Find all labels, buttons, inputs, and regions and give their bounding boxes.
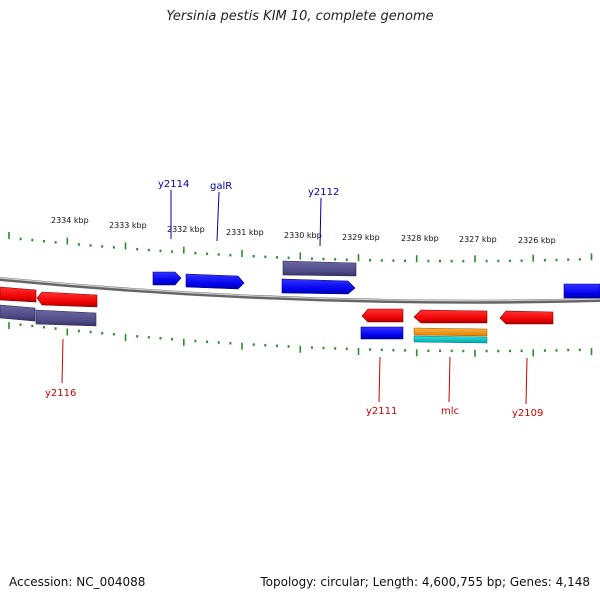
gene-label-galR[interactable]: galR [210,181,232,192]
gene-label-y2112[interactable]: y2112 [308,187,339,198]
reverse-cds-arrow[interactable] [0,286,37,303]
reverse-cds-arrow[interactable] [36,291,98,308]
forward-cds-bar[interactable] [360,326,404,340]
reverse-cds-arrow[interactable] [361,308,404,323]
gene-label-y2116[interactable]: y2116 [45,388,76,399]
scale-ticks-inner [8,322,593,357]
scale-labels: 2334 kbp 2333 kbp 2332 kbp 2331 kbp 2330… [51,216,556,245]
genome-backbone [0,277,600,304]
gene-label-y2111[interactable]: y2111 [366,406,397,417]
forward-cds-arrow[interactable] [185,273,245,290]
scale-label: 2328 kbp [401,234,439,243]
scale-label: 2330 kbp [284,231,322,240]
map-title: Yersinia pestis KIM 10, complete genome [166,9,434,24]
rna-feature-cyan[interactable] [413,335,488,344]
reverse-strand-features [0,286,554,344]
forward-cds-arrow[interactable] [281,278,356,295]
gene-label-mlc[interactable]: mlc [441,406,459,417]
scale-label: 2331 kbp [226,228,264,237]
accession-text: Accession: NC_004088 [9,575,146,589]
reverse-cds-arrow[interactable] [499,310,554,325]
genome-summary-text: Topology: circular; Length: 4,600,755 bp… [260,575,590,589]
scale-label: 2326 kbp [518,236,556,245]
forward-cds-arrow[interactable] [563,283,600,299]
scale-label: 2332 kbp [167,225,205,234]
scale-ticks-outer [8,232,593,263]
other-feature-bar[interactable] [0,304,36,322]
scale-label: 2334 kbp [51,216,89,225]
other-feature-bar[interactable] [35,309,97,327]
other-feature-bar[interactable] [282,260,357,277]
forward-cds-arrow[interactable] [152,271,182,286]
scale-label: 2329 kbp [342,233,380,242]
forward-strand-features [152,260,600,299]
scale-label: 2333 kbp [109,221,147,230]
label-leaders [61,190,528,405]
scale-label: 2327 kbp [459,235,497,244]
gene-label-y2109[interactable]: y2109 [512,408,543,419]
rna-feature-orange[interactable] [413,327,488,337]
gene-label-y2114[interactable]: y2114 [158,179,189,190]
reverse-cds-arrow[interactable] [413,309,488,324]
